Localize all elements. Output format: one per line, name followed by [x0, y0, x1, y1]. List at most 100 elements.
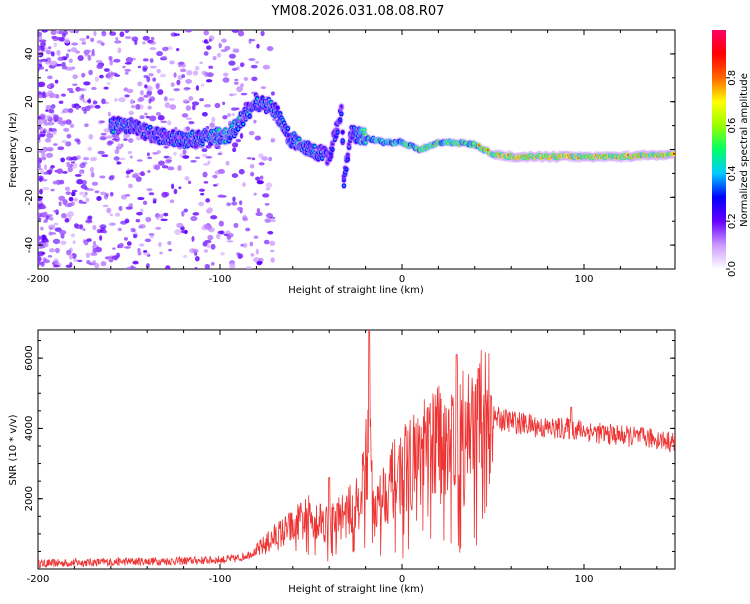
heatmap-cell	[157, 89, 164, 95]
heatmap-cell	[266, 46, 274, 52]
heatmap-cell	[272, 118, 276, 121]
heatmap-cell	[207, 207, 213, 213]
heatmap-cell	[188, 121, 195, 125]
heatmap-cell	[123, 133, 131, 139]
heatmap-cell	[53, 114, 59, 121]
heatmap-cell	[248, 130, 255, 136]
snr-x-label: Height of straight line (km)	[288, 584, 424, 595]
heatmap-cell	[185, 117, 193, 120]
y-tick-label: -40	[24, 237, 35, 253]
heatmap-cell	[269, 240, 276, 246]
colorbar-tick-label: 0.6	[727, 118, 738, 134]
heatmap-cell	[203, 51, 209, 56]
heatmap-cell	[40, 58, 48, 62]
heatmap-cell	[347, 142, 351, 146]
heatmap-cell	[47, 121, 55, 126]
heatmap-cell	[67, 202, 73, 208]
heatmap-cell	[114, 40, 122, 44]
heatmap-cell	[230, 124, 234, 127]
heatmap-cell	[72, 74, 78, 80]
heatmap-cell	[117, 227, 122, 232]
heatmap-cell	[66, 162, 71, 168]
heatmap-cell	[139, 115, 145, 120]
heatmap-cell	[191, 236, 195, 242]
heatmap-cell	[52, 35, 59, 42]
heatmap-cell	[38, 244, 44, 250]
heatmap-cell	[169, 60, 175, 65]
heatmap-cell	[160, 120, 168, 124]
spectrogram-x-label: Height of straight line (km)	[288, 285, 424, 296]
heatmap-cell	[145, 216, 152, 223]
heatmap-cell	[195, 85, 200, 91]
heatmap-cell	[321, 157, 324, 160]
heatmap-cell	[253, 235, 259, 239]
heatmap-cell	[221, 38, 227, 43]
heatmap-cell	[50, 51, 55, 57]
heatmap-cell	[103, 86, 109, 90]
heatmap-cell	[100, 261, 107, 267]
y-tick-label: 0	[24, 146, 35, 152]
heatmap-cell	[56, 49, 61, 56]
heatmap-cell	[119, 242, 124, 249]
heatmap-cell	[217, 152, 223, 156]
heatmap-cell	[118, 97, 126, 103]
heatmap-cell	[87, 215, 93, 220]
heatmap-cell	[242, 182, 246, 187]
heatmap-cell	[256, 208, 261, 213]
heatmap-cell	[109, 59, 114, 66]
heatmap-cell	[70, 47, 78, 53]
heatmap-cell	[43, 259, 50, 264]
heatmap-cell	[99, 175, 106, 179]
heatmap-cell	[108, 255, 113, 261]
heatmap-cell	[179, 68, 187, 73]
heatmap-cell	[223, 72, 229, 77]
heatmap-cell	[74, 138, 80, 143]
heatmap-cell	[61, 65, 68, 70]
heatmap-cell	[132, 260, 139, 265]
heatmap-cell	[268, 156, 273, 162]
heatmap-cell	[136, 211, 143, 216]
heatmap-cell	[120, 143, 124, 148]
heatmap-cell	[126, 88, 134, 94]
heatmap-cell	[94, 190, 100, 194]
heatmap-cell	[46, 132, 54, 139]
heatmap-cell	[165, 159, 172, 164]
heatmap-cell	[230, 107, 238, 111]
heatmap-cell	[232, 67, 237, 71]
heatmap-cell	[77, 259, 83, 263]
heatmap-cell	[89, 166, 94, 173]
y-tick-label: -20	[24, 189, 35, 205]
heatmap-cell	[87, 99, 91, 103]
snr-frame	[37, 329, 676, 570]
heatmap-cell	[154, 164, 161, 171]
heatmap-cell	[78, 199, 83, 204]
heatmap-cell	[38, 235, 42, 241]
heatmap-cell	[326, 161, 329, 165]
heatmap-cell	[190, 215, 198, 222]
heatmap-cell	[203, 249, 209, 253]
heatmap-cell	[112, 130, 115, 134]
heatmap-cell	[92, 247, 98, 254]
heatmap-cell	[137, 121, 141, 125]
heatmap-cell	[65, 191, 71, 195]
heatmap-cell	[161, 191, 168, 198]
heatmap-cell	[169, 104, 177, 110]
heatmap-cell	[46, 152, 54, 159]
heatmap-cell	[255, 211, 263, 217]
heatmap-cell	[159, 73, 167, 78]
heatmap-cell	[176, 48, 180, 52]
heatmap-cell	[267, 231, 274, 235]
heatmap-cell	[149, 233, 154, 239]
heatmap-cell	[185, 105, 192, 111]
heatmap-cell	[91, 181, 99, 186]
heatmap-cell	[236, 252, 241, 256]
heatmap-cell	[130, 227, 135, 233]
heatmap-cell	[146, 188, 153, 192]
heatmap-cell	[249, 241, 254, 247]
heatmap-cell	[194, 255, 200, 262]
heatmap-cell	[216, 52, 222, 58]
heatmap-cell	[71, 42, 79, 46]
heatmap-cell	[49, 217, 54, 221]
heatmap-cell	[124, 71, 129, 75]
